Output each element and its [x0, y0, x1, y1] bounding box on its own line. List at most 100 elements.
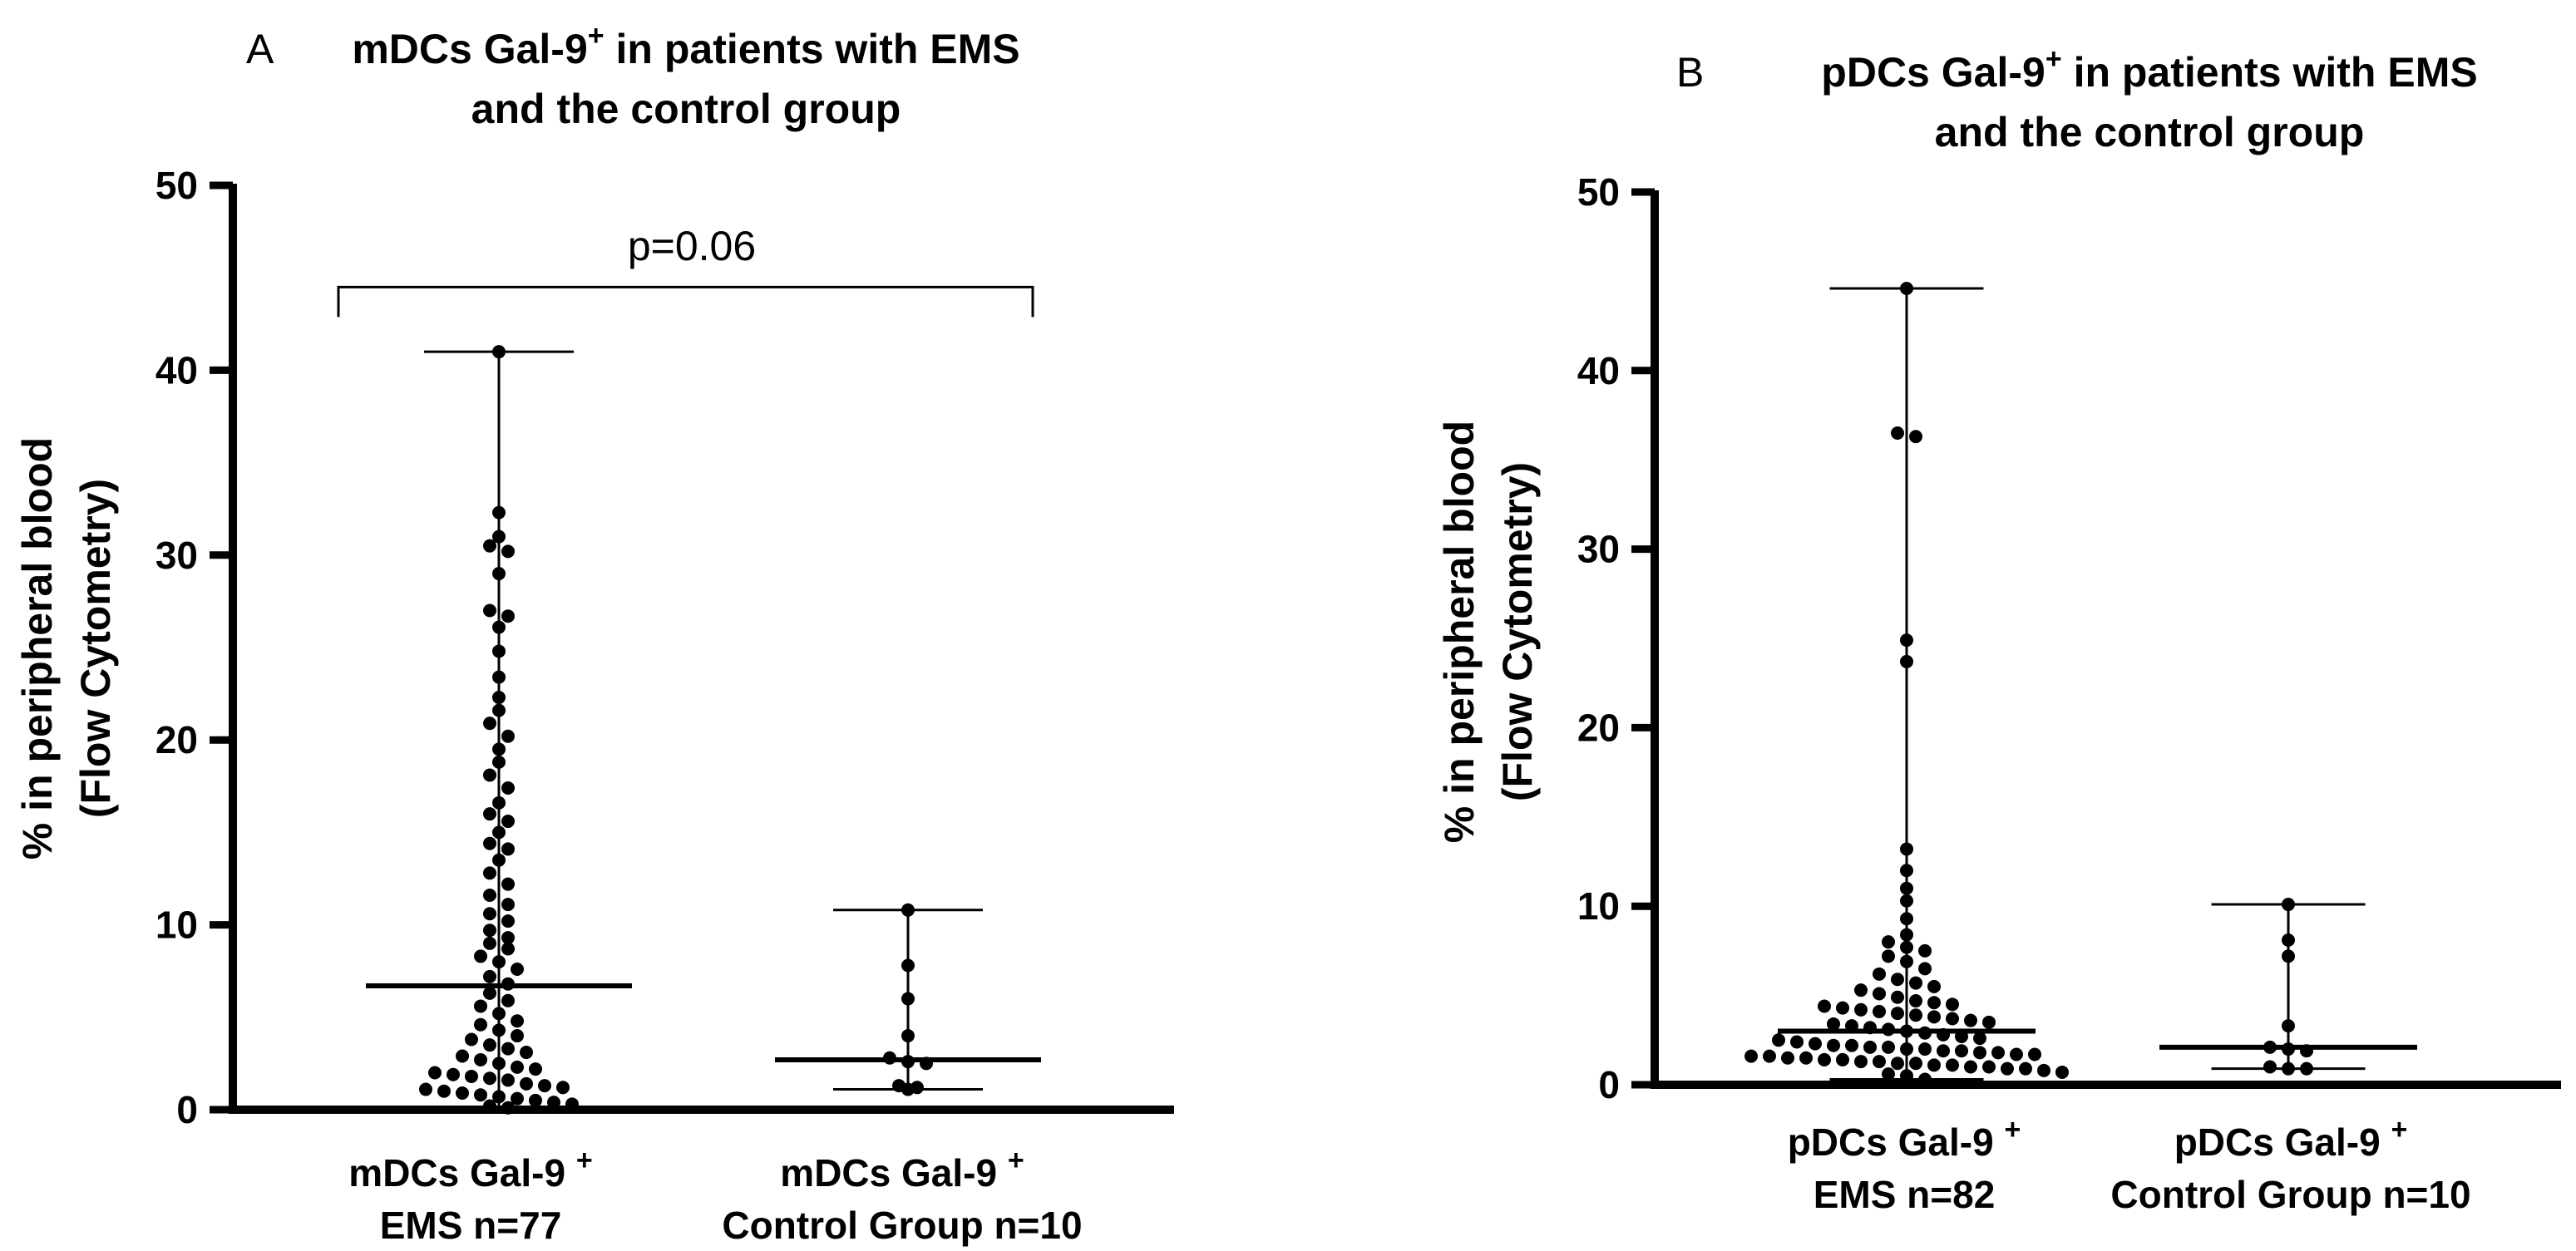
- panel-b-series-1-point: [2001, 1061, 2014, 1076]
- panel-b-series-1-point: [1964, 1013, 1977, 1027]
- panel-b-series-1-point: [1891, 1007, 1904, 1021]
- panel-b-series-1-point: [1900, 1069, 1913, 1083]
- panel-b-ytick-label-30: 30: [1577, 528, 1620, 571]
- panel-b-series-1-point: [1827, 1038, 1840, 1052]
- panel-b-letter: B: [1676, 49, 1704, 96]
- panel-b-series-1-point: [1937, 1044, 1950, 1058]
- panel-b-series-1-point: [1909, 1008, 1922, 1022]
- panel-a-series-1-point: [501, 1101, 515, 1115]
- panel-a-series-1-point: [483, 866, 496, 880]
- panel-b-series-2-point: [2282, 898, 2295, 912]
- panel-b-series-1-point: [1900, 912, 1913, 926]
- panel-a-series-1-point: [474, 999, 487, 1013]
- panel-b-series-1-point: [1909, 994, 1922, 1008]
- panel-b-series-1-point: [1927, 979, 1941, 993]
- panel-a-series-2-point: [920, 1056, 933, 1071]
- panel-a-category-2-line1: mDCs Gal-9 +: [780, 1145, 1024, 1194]
- panel-b-series-1-point: [1900, 864, 1913, 878]
- panel-a-series-1-point: [501, 1042, 515, 1056]
- panel-b-series-1-point: [1900, 654, 1913, 668]
- panel-b-series-2-point: [2282, 1042, 2295, 1056]
- panel-a-ytick-label-20: 20: [155, 718, 198, 761]
- panel-b-series-2-point: [2282, 933, 2295, 948]
- panel-b-series-1-point: [1845, 1038, 1858, 1052]
- panel-b-series-1-point: [1900, 633, 1913, 648]
- panel-b-series-2-point: [2282, 1019, 2295, 1033]
- panel-a-significance-bracket: [337, 285, 1034, 318]
- panel-a-series-1-point: [483, 717, 496, 731]
- panel-b-series-2-point: [2282, 949, 2295, 963]
- panel-b-category-1-line2: EMS n=82: [1814, 1173, 1996, 1216]
- panel-b-series-1-point: [1873, 967, 1886, 981]
- panel-a-series-1-point: [501, 1073, 515, 1087]
- panel-a-ytick-label-30: 30: [155, 534, 198, 577]
- panel-a-series-1-point: [501, 977, 515, 991]
- panel-b-ytick-label-50: 50: [1577, 170, 1620, 214]
- panel-b-series-1-point: [1882, 935, 1895, 949]
- panel-b-series-1-point: [1882, 949, 1895, 963]
- panel-b-series-1-point: [1891, 426, 1904, 440]
- panel-a-series-1-point: [501, 544, 515, 559]
- panel-b-series-1-point: [2055, 1065, 2069, 1079]
- panel-b-series-1: [1744, 281, 2069, 1086]
- panel-a-series-2-point: [901, 1055, 915, 1069]
- panel-b-series-1-point: [1845, 1019, 1858, 1033]
- panel-b-series-1-point: [1763, 1049, 1776, 1063]
- panel-a-ytick-label-10: 10: [155, 904, 198, 947]
- panel-a-series-1-point: [483, 836, 496, 850]
- panel-a-series-1-point: [465, 1069, 478, 1083]
- panel-a-series-1-point: [501, 914, 515, 928]
- panel-a-series-1-point: [492, 644, 506, 658]
- panel-b-series-1-point: [1863, 1021, 1877, 1035]
- panel-a-series-1-point: [492, 670, 506, 684]
- panel-a-category-1-line1: mDCs Gal-9 +: [348, 1145, 592, 1194]
- panel-b-series-1-point: [2010, 1047, 2023, 1061]
- panel-a-series-1-point: [483, 603, 496, 618]
- panel-b-category-2-line1: pDCs Gal-9 +: [2174, 1114, 2408, 1164]
- panel-b-series-1-point: [1946, 997, 1959, 1012]
- panel-a-series-1-point: [501, 842, 515, 856]
- panel-a-series-1-point: [529, 1062, 542, 1076]
- panel-a-series-2-point: [901, 903, 915, 917]
- panel-b-series-1-point: [1982, 1060, 1996, 1074]
- panel-a-series-1-point: [501, 931, 515, 945]
- panel-a-series-1-point: [492, 1007, 506, 1021]
- panel-b-series-1-point: [1955, 1044, 1968, 1058]
- panel-a-series-1-point: [492, 825, 506, 840]
- panel-b-series-1-point: [2037, 1063, 2050, 1077]
- panel-b-series-1-point: [1827, 1017, 1840, 1031]
- panel-b-series-1-point: [1991, 1046, 2005, 1060]
- panel-a-series-1-point: [511, 1029, 524, 1043]
- panel-b-ytick-label-20: 20: [1577, 706, 1620, 749]
- panel-b-series-1-point: [1873, 987, 1886, 1001]
- panel-a-series-1-point: [483, 807, 496, 821]
- panel-b-series-1-point: [1790, 1035, 1804, 1049]
- panel-b-series-1-point: [1900, 1024, 1913, 1038]
- panel-a-bracket-path: [337, 285, 1034, 318]
- panel-a-ytick-label-0: 0: [176, 1088, 198, 1131]
- panel-a-ylabel-line2: (Flow Cytometry): [72, 479, 119, 818]
- panel-a-series-1-point: [538, 1079, 551, 1093]
- panel-b-series-1-point: [1882, 1040, 1895, 1054]
- panel-a-series-2-point: [901, 1029, 915, 1043]
- panel-a-series-1-point: [492, 853, 506, 867]
- panel-a-series-1-point: [483, 889, 496, 903]
- panel-b-series-1-point: [1882, 1067, 1895, 1081]
- panel-a-series-1-point: [483, 539, 496, 553]
- panel-a-series-1-point: [520, 1046, 533, 1060]
- panel-b-series-1-point: [1909, 1056, 1922, 1071]
- panel-a-series-1-point: [492, 345, 506, 359]
- panel-a-title-line1: mDCs Gal-9+ in patients with EMS: [352, 20, 1019, 72]
- panel-b-series-1-point: [1818, 999, 1831, 1013]
- panel-b-series-1-point: [1799, 1051, 1813, 1065]
- panel-a-title-line2: and the control group: [471, 86, 901, 132]
- panel-b-series-1-point: [1927, 1010, 1941, 1024]
- panel-b-series-1-point: [1900, 842, 1913, 856]
- panel-a-series-1-point: [474, 949, 487, 963]
- panel-a-series-1-point: [474, 1088, 487, 1102]
- panel-b-series: [1744, 281, 2417, 1086]
- panel-a-series-1-point: [483, 1071, 496, 1086]
- panel-a-series-2-point: [901, 1082, 915, 1096]
- panel-a-series-1-point: [492, 795, 506, 810]
